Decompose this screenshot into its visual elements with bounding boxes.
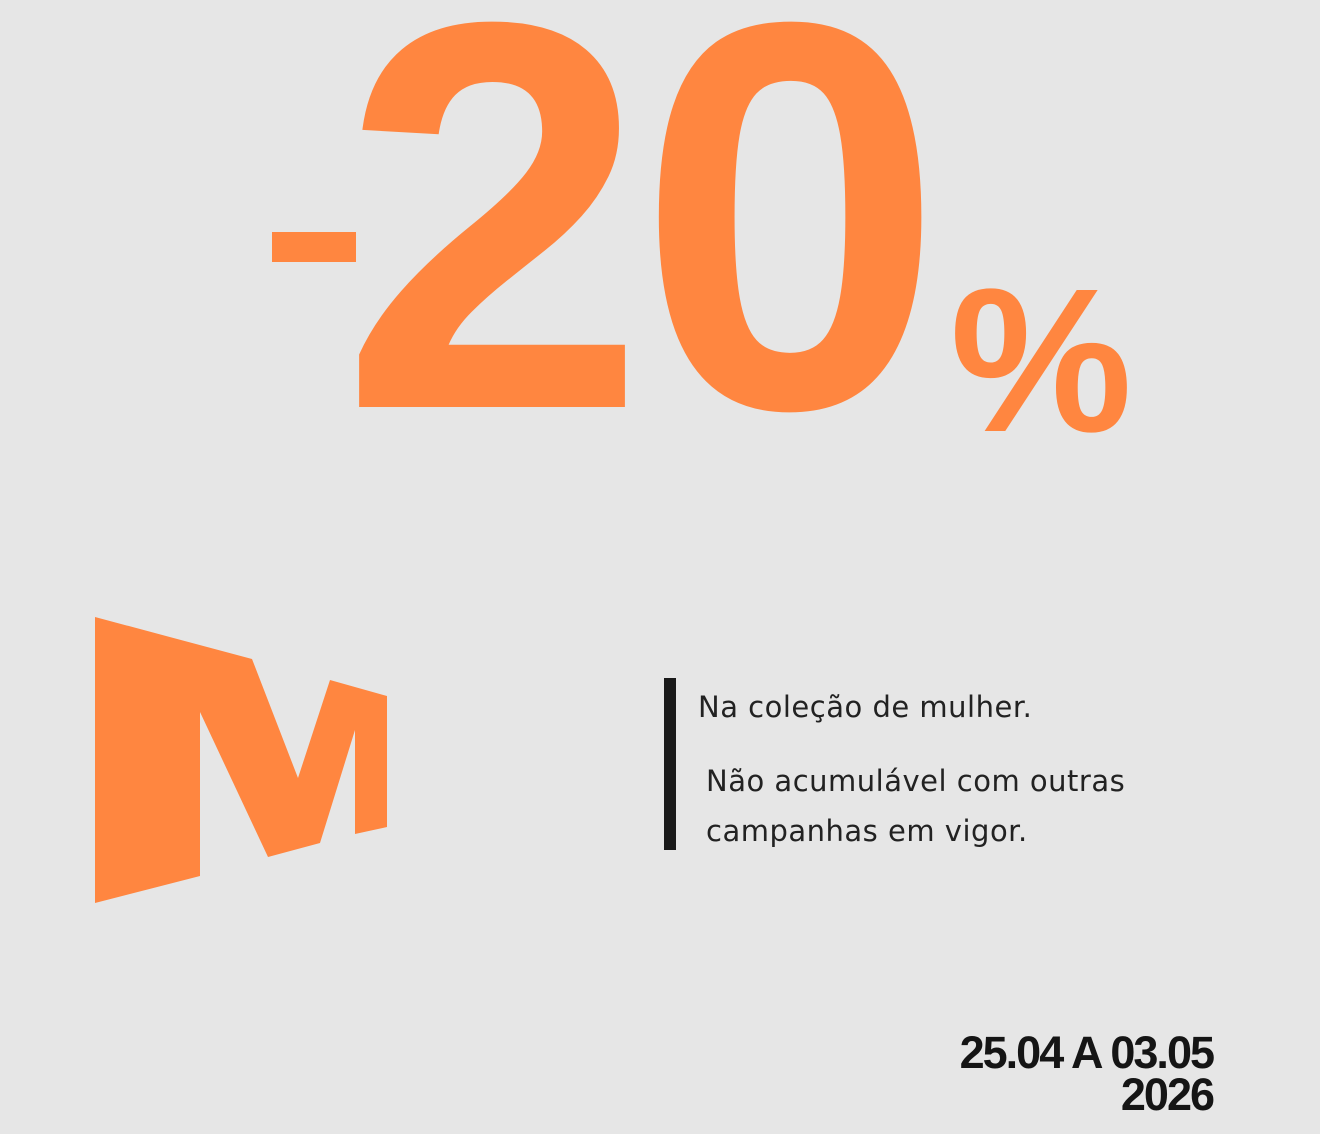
info-conditions-line2: campanhas em vigor. [706, 814, 1028, 848]
logo-shape [95, 617, 387, 903]
divider-bar [664, 678, 676, 850]
info-collection: Na coleção de mulher. [698, 690, 1033, 724]
info-conditions: Não acumulável com outras campanhas em v… [706, 756, 1125, 856]
percent-sign: % [950, 246, 1133, 475]
minus-sign [272, 232, 356, 262]
info-conditions-line1: Não acumulável com outras [706, 764, 1126, 798]
date-range: 25.04 A 03.05 [959, 1027, 1215, 1078]
discount-value: 20 [340, 0, 944, 524]
date-year: 2026 [1120, 1069, 1215, 1120]
